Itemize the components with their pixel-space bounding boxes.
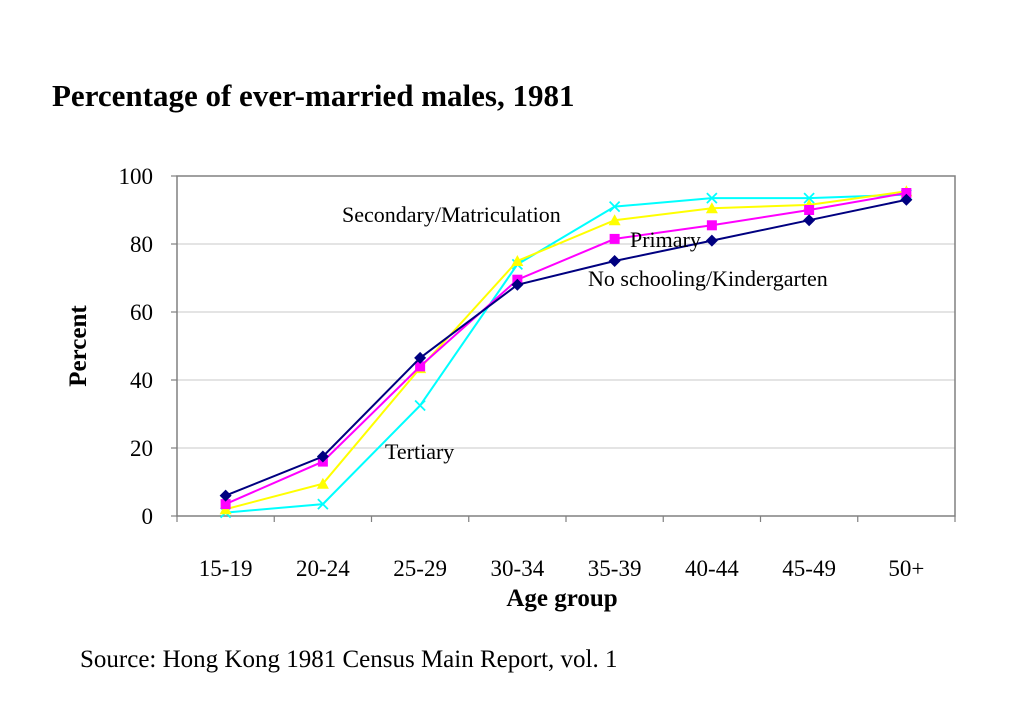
data-point-secondary-matriculation	[316, 477, 329, 489]
data-point-no-schooling-kindergarten	[705, 234, 718, 247]
data-point-tertiary	[317, 498, 329, 510]
series-lines	[219, 185, 913, 519]
x-tick-label: 15-19	[199, 556, 253, 581]
y-tick-label: 80	[130, 232, 153, 257]
data-point-no-schooling-kindergarten	[219, 489, 232, 502]
series-label-no-schooling-kindergarten: No schooling/Kindergarten	[588, 266, 828, 291]
data-point-tertiary	[803, 192, 815, 204]
series-label-primary: Primary	[630, 227, 701, 252]
series-line-tertiary	[225, 193, 907, 514]
x-tick-label: 40-44	[685, 556, 739, 581]
data-point-tertiary	[706, 192, 718, 204]
series-label-secondary-matriculation: Secondary/Matriculation	[342, 202, 561, 227]
series-line-primary	[225, 192, 907, 506]
x-tick-label: 25-29	[393, 556, 447, 581]
labels: No schooling/Kindergarten Primary Secondar…	[342, 202, 828, 464]
data-point-primary	[804, 205, 815, 215]
axes: 0 20 40 60 80 100 15-19 20-24 25-29 30-34 35-39 40-…	[65, 164, 956, 612]
x-tick-label: 30-34	[491, 556, 545, 581]
data-point-tertiary	[414, 399, 426, 412]
data-point-no-schooling-kindergarten	[803, 214, 816, 227]
x-tick-label: 20-24	[296, 556, 350, 581]
data-point-secondary-matriculation	[511, 255, 524, 266]
x-axis-title: Age group	[506, 585, 617, 612]
data-point-primary	[415, 361, 426, 372]
y-tick-label: 40	[130, 368, 153, 393]
y-tick-label: 0	[142, 504, 154, 529]
source-note: Source: Hong Kong 1981 Census Main Repor…	[80, 646, 618, 673]
series-line-secondary-matriculation	[225, 190, 907, 511]
data-point-no-schooling-kindergarten	[511, 278, 524, 291]
y-tick-label: 100	[119, 164, 154, 189]
series-label-tertiary: Tertiary	[385, 439, 454, 464]
y-tick-label: 60	[130, 300, 153, 325]
data-point-primary	[901, 188, 912, 198]
data-point-no-schooling-kindergarten	[900, 193, 913, 206]
data-point-primary	[706, 220, 717, 231]
data-point-no-schooling-kindergarten	[608, 255, 621, 267]
data-point-primary	[220, 499, 231, 510]
chart-title: Percentage of ever-married males, 1981	[52, 78, 575, 113]
data-point-secondary-matriculation	[608, 214, 621, 226]
plot-area-border	[176, 175, 956, 517]
grid-lines	[177, 243, 955, 449]
x-tick-label: 45-49	[782, 556, 836, 581]
data-point-secondary-matriculation	[705, 202, 718, 214]
y-axis-title: Percent	[65, 305, 92, 387]
x-tick-label: 35-39	[588, 556, 642, 581]
data-point-tertiary	[608, 200, 621, 213]
data-point-primary	[609, 233, 620, 244]
x-tick-label: 50+	[888, 556, 924, 581]
data-point-no-schooling-kindergarten	[316, 450, 329, 463]
data-point-no-schooling-kindergarten	[414, 351, 427, 364]
series-line-no-schooling-kindergarten	[225, 198, 907, 497]
y-tick-label: 20	[130, 436, 153, 461]
